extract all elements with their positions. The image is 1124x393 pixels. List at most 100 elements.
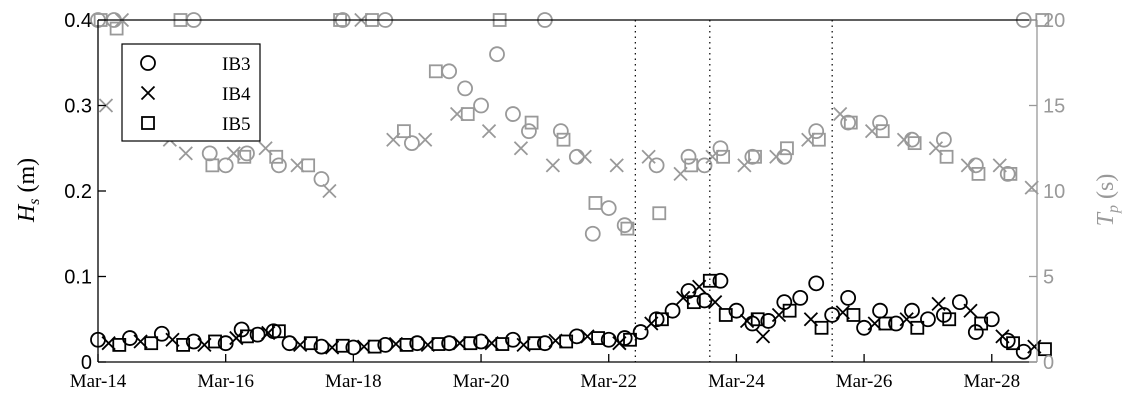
y-axis-label-right: Tp (s): [1093, 174, 1122, 227]
tp-point-ib4: [609, 158, 624, 173]
y-tick-label: 0.4: [64, 10, 92, 32]
hs-point-ib5: [1038, 342, 1052, 357]
hs-point-ib3: [728, 302, 745, 319]
tp-point-ib3: [217, 157, 234, 174]
hs-point-ib5: [527, 336, 542, 351]
hs-point-ib5: [623, 332, 637, 347]
tp-point-ib5: [1003, 166, 1018, 181]
hs-point-ib5: [686, 295, 701, 310]
tp-point-ib5: [428, 64, 443, 79]
tp-point-ib5: [109, 21, 124, 36]
tp-point-ib3: [680, 148, 697, 165]
tp-point-ib5: [620, 221, 635, 236]
tp-point-ib5: [971, 166, 986, 181]
y2-tick-label: 20: [1043, 10, 1065, 32]
tp-point-ib4: [322, 183, 337, 199]
tp-point-ib3: [872, 114, 888, 131]
tp-point-ib5: [237, 149, 252, 164]
tp-point-ib3: [935, 131, 952, 148]
tp-point-ib3: [473, 97, 489, 114]
hs-point-ib5: [942, 312, 957, 327]
tp-point-ib4: [513, 141, 529, 156]
hs-point-ib5: [718, 308, 733, 322]
y-tick-label: 0.1: [64, 267, 92, 289]
y-axis-label-left: Hs (m): [14, 158, 43, 223]
legend: IB3 IB4 IB5: [121, 43, 261, 142]
tp-point-ib4: [545, 158, 561, 173]
hs-point-ib3: [856, 319, 872, 336]
hs-point-ib5: [974, 316, 989, 331]
tp-point-ib5: [907, 136, 922, 151]
legend-label: IB5: [222, 114, 251, 135]
y2-tick-label: 15: [1043, 96, 1065, 118]
x-tick-label: Mar-18: [325, 371, 382, 392]
tp-point-ib5: [748, 149, 762, 164]
tp-point-ib3: [840, 114, 857, 131]
tp-point-ib5: [205, 158, 220, 173]
hs-point-ib4: [755, 329, 771, 344]
tp-point-ib3: [457, 80, 473, 97]
tp-point-ib5: [652, 206, 667, 221]
hs-point-ib3: [840, 289, 857, 306]
tp-point-ib4: [577, 149, 592, 164]
tp-point-ib4: [418, 132, 433, 147]
tp-point-ib3: [967, 157, 984, 174]
tp-point-ib3: [270, 157, 287, 174]
hs-point-ib5: [176, 337, 191, 352]
hs-point-ib3: [249, 326, 266, 343]
hs-point-ib5: [431, 337, 446, 351]
x-tick-label: Mar-14: [70, 371, 127, 392]
hs-point-ib3: [441, 335, 458, 352]
hs-point-ib5: [271, 324, 286, 339]
tp-point-ib3: [201, 145, 218, 162]
hs-point-ib3: [920, 311, 936, 328]
tp-point-ib5: [460, 107, 475, 121]
tp-point-ib3: [600, 200, 617, 217]
hs-point-ib5: [559, 334, 574, 349]
hs-point-ib5: [846, 308, 861, 322]
legend-marker-ib3: [140, 55, 156, 71]
hs-point-ib5: [910, 320, 925, 335]
tp-point-ib3: [776, 148, 793, 165]
tp-point-ib5: [524, 115, 539, 130]
hs-point-ib3: [377, 336, 394, 353]
tp-point-ib5: [397, 124, 411, 139]
y-tick-label: 0.2: [64, 181, 92, 203]
x-tick-label: Mar-28: [963, 371, 1020, 392]
tp-point-ib3: [403, 135, 420, 152]
hs-point-ib3: [632, 324, 649, 340]
tp-point-ib4: [641, 149, 656, 164]
tp-point-ib5: [269, 149, 284, 164]
tp-point-ib5: [939, 149, 954, 164]
hs-point-ib4: [963, 303, 978, 318]
hs-point-ib4: [707, 295, 723, 310]
tp-point-ib5: [301, 158, 316, 173]
hs-point-ib3: [951, 294, 968, 311]
tp-point-ib5: [556, 132, 571, 147]
tp-point-ib5: [875, 124, 890, 139]
tp-point-ib5: [780, 141, 794, 156]
axes: 0 0.1 0.2 0.3 0.4 0 5 10 15 20 Mar-14 Mar-16 Mar-18 M…: [64, 10, 1065, 392]
hs-point-ib3: [281, 335, 298, 352]
hs-point-ib5: [591, 331, 605, 345]
x-tick-label: Mar-26: [836, 371, 893, 392]
tp-point-ib3: [616, 217, 633, 234]
x-tick-label: Mar-16: [197, 371, 254, 392]
y-tick-label: 0.3: [64, 96, 92, 118]
tp-point-ib3: [552, 123, 569, 140]
tp-point-ib5: [843, 115, 858, 130]
hs-point-ib5: [750, 312, 765, 327]
hs-point-ib5: [240, 329, 254, 344]
tp-point-ib3: [712, 140, 729, 157]
hs-point-ib5: [782, 303, 797, 318]
x-tick-label: Mar-24: [708, 371, 765, 392]
tp-point-ib5: [684, 158, 699, 173]
tp-point-ib4: [481, 124, 497, 139]
tp-point-ib3: [441, 63, 458, 80]
tp-point-ib5: [588, 196, 603, 210]
y-tick-label: 0: [81, 352, 92, 374]
hs-point-ib5: [814, 320, 829, 335]
tp-point-ib3: [568, 148, 585, 165]
hs-point-ib3: [648, 311, 665, 328]
